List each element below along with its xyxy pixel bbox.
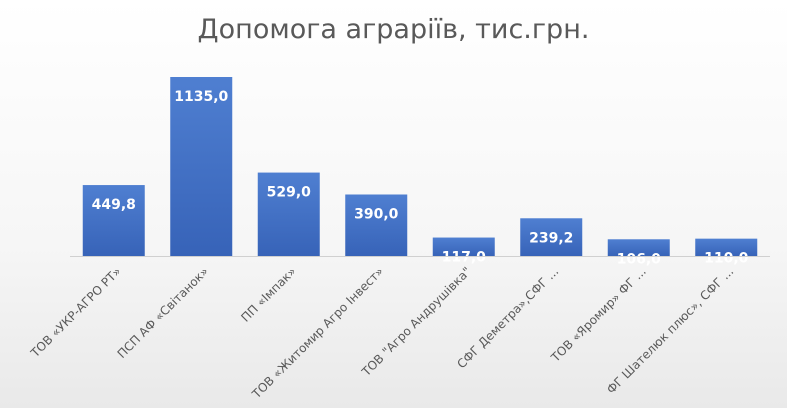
data-label-0: 449,8 (92, 197, 136, 213)
chart-title: Допомога аграріїв, тис.грн. (197, 14, 590, 45)
bar-5 (520, 218, 583, 256)
bar-6 (607, 239, 670, 256)
bar-0 (82, 185, 145, 256)
data-label-4: 117,0 (442, 250, 487, 266)
data-label-1: 1135,0 (174, 89, 228, 105)
bar-2 (257, 172, 320, 256)
x-tick-label-5: СФГ Деметра»,СФГ ... (454, 264, 561, 371)
bar-1 (170, 77, 233, 256)
data-label-2: 529,0 (267, 185, 312, 201)
data-label-6: 106,0 (617, 251, 662, 267)
x-tick-label-0: ТОВ «УКР-АГРО РТ» (27, 264, 124, 361)
bar-3 (345, 194, 408, 256)
data-label-3: 390,0 (354, 206, 399, 222)
data-label-7: 110,0 (704, 251, 749, 267)
x-tick-label-1: ПСП АФ «Світанок» (115, 264, 212, 361)
x-tick-label-2: ПП «Імпак» (238, 264, 299, 325)
data-label-5: 239,2 (529, 230, 573, 246)
x-tick-label-6: ТОВ «Яромир» ФГ ... (548, 264, 649, 365)
bar-7 (695, 238, 758, 256)
bar-4 (432, 237, 495, 256)
